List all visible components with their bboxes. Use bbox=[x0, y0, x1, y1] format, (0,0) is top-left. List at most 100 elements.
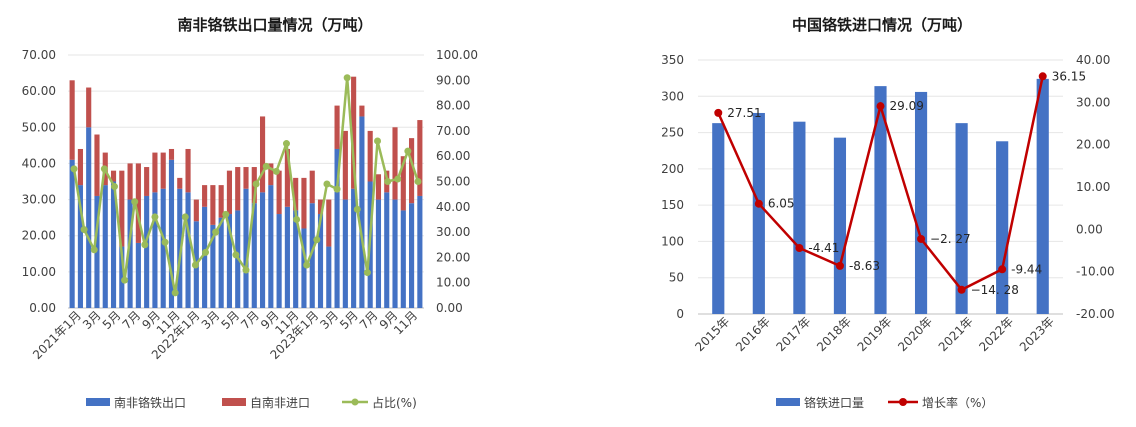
bar-import-volume bbox=[833, 137, 847, 314]
right-y-tick-label: 80.00 bbox=[436, 99, 470, 113]
bar-export bbox=[86, 127, 92, 309]
right-y-tick-label: 30.00 bbox=[1076, 95, 1110, 109]
right-y-tick-label: 0.00 bbox=[1076, 222, 1103, 236]
china-ferrochrome-import-chart: 中国铬铁进口情况（万吨） 27.51 6.05 -4.41 -8.63 29.09 −2.… bbox=[568, 0, 1136, 423]
bar-import bbox=[301, 177, 307, 229]
share-point bbox=[141, 241, 149, 249]
bar-export bbox=[102, 185, 108, 308]
bar-import bbox=[210, 185, 216, 225]
bar-import bbox=[309, 170, 315, 204]
bar-import bbox=[367, 130, 373, 182]
bar-import bbox=[259, 116, 266, 193]
share-point bbox=[222, 210, 230, 218]
bar-export bbox=[160, 188, 166, 308]
bar-import bbox=[110, 170, 117, 182]
bar-export bbox=[284, 206, 290, 308]
bar-import bbox=[359, 105, 365, 117]
left-y-tick-label: 50.00 bbox=[22, 120, 56, 134]
share-point bbox=[70, 165, 78, 173]
growth-data-label: 36.15 bbox=[1052, 69, 1086, 83]
legend: 南非铬铁出口 自南非进口 占比(%) bbox=[86, 395, 417, 410]
right-y-tick-label: -10.00 bbox=[1076, 265, 1115, 279]
growth-point bbox=[998, 265, 1007, 274]
legend-swatch-export bbox=[86, 398, 110, 406]
x-tick-label: 2023年 bbox=[1017, 314, 1057, 354]
bar-import bbox=[144, 167, 150, 196]
bar-export bbox=[293, 210, 299, 308]
bar-import bbox=[226, 170, 233, 215]
right-y-tick-label: 10.00 bbox=[1076, 180, 1110, 194]
bar-import bbox=[268, 163, 274, 186]
growth-data-label: -8.63 bbox=[849, 259, 880, 273]
bar-export bbox=[392, 199, 398, 308]
x-tick-label: 7月 bbox=[238, 308, 262, 332]
left-y-tick-label: 60.00 bbox=[22, 84, 56, 98]
legend-label-growth: 增长率（%） bbox=[922, 395, 993, 410]
share-point bbox=[282, 140, 290, 148]
legend: 铬铁进口量 增长率（%） bbox=[776, 395, 993, 410]
bar-import bbox=[375, 174, 382, 200]
share-point bbox=[202, 248, 210, 256]
bar-import bbox=[77, 148, 83, 186]
share-point bbox=[323, 180, 331, 188]
share-point bbox=[262, 162, 270, 170]
growth-point bbox=[835, 261, 844, 270]
share-point bbox=[80, 226, 88, 234]
growth-line-series bbox=[714, 72, 1047, 294]
share-point bbox=[333, 185, 341, 193]
bar-export bbox=[168, 159, 175, 308]
bar-import bbox=[392, 127, 398, 200]
bar-export bbox=[152, 192, 158, 308]
growth-data-label: −14. 28 bbox=[971, 283, 1019, 297]
left-y-tick-label: 100 bbox=[661, 234, 684, 248]
bar-export bbox=[243, 188, 249, 308]
x-tick-label: 3月 bbox=[199, 308, 223, 332]
growth-data-label: 27.51 bbox=[727, 106, 761, 120]
bar-import bbox=[409, 138, 415, 204]
share-point bbox=[110, 183, 118, 191]
x-axis-ticks: 2015年 2016年 2017年 2018年 2019年 2020年 2021年 2022年… bbox=[692, 314, 1056, 354]
legend-label-share: 占比(%) bbox=[372, 395, 417, 410]
bar-export bbox=[276, 214, 282, 308]
share-point bbox=[363, 269, 371, 277]
x-tick-label: 5月 bbox=[218, 308, 242, 332]
growth-data-label: −2. 27 bbox=[930, 232, 971, 246]
bar-export bbox=[135, 242, 141, 308]
right-y-tick-label: 30.00 bbox=[436, 225, 470, 239]
left-y-tick-label: 10.00 bbox=[22, 265, 56, 279]
chart-title: 南非铬铁出口量情况（万吨） bbox=[177, 16, 372, 34]
bar-import bbox=[160, 152, 166, 189]
right-y-tick-label: 20.00 bbox=[436, 250, 470, 264]
legend-swatch-growth-marker bbox=[899, 398, 907, 406]
bar-import bbox=[218, 185, 224, 218]
bar-import-volume bbox=[712, 123, 725, 314]
left-axis-ticks: 0 50 100 150 200 250 300 350 bbox=[661, 53, 684, 321]
left-y-tick-label: 30.00 bbox=[22, 193, 56, 207]
share-point bbox=[272, 167, 280, 175]
growth-point bbox=[917, 234, 926, 243]
left-y-tick-label: 350 bbox=[661, 53, 684, 67]
bar-import bbox=[342, 130, 348, 200]
bar-export bbox=[417, 195, 423, 308]
share-point bbox=[181, 213, 189, 221]
growth-data-label: -9.44 bbox=[1011, 262, 1042, 276]
bar-export bbox=[375, 199, 382, 308]
left-y-tick-label: 200 bbox=[661, 162, 684, 176]
bar-import bbox=[185, 148, 191, 193]
left-y-tick-label: 150 bbox=[661, 198, 684, 212]
right-y-tick-label: 70.00 bbox=[436, 124, 470, 138]
left-y-tick-label: 50 bbox=[669, 271, 684, 285]
bar-import bbox=[351, 76, 357, 189]
share-point bbox=[414, 178, 422, 185]
share-point bbox=[161, 238, 169, 246]
bar-export bbox=[351, 188, 357, 308]
legend-label-import: 自南非进口 bbox=[250, 395, 310, 410]
x-tick-label: 2021年 bbox=[936, 314, 976, 354]
share-point bbox=[121, 276, 129, 284]
legend-label-import-volume: 铬铁进口量 bbox=[804, 395, 864, 410]
bar-export bbox=[384, 192, 390, 308]
right-y-tick-label: 40.00 bbox=[1076, 53, 1110, 67]
bar-import bbox=[417, 120, 423, 196]
bar-export bbox=[77, 185, 83, 308]
